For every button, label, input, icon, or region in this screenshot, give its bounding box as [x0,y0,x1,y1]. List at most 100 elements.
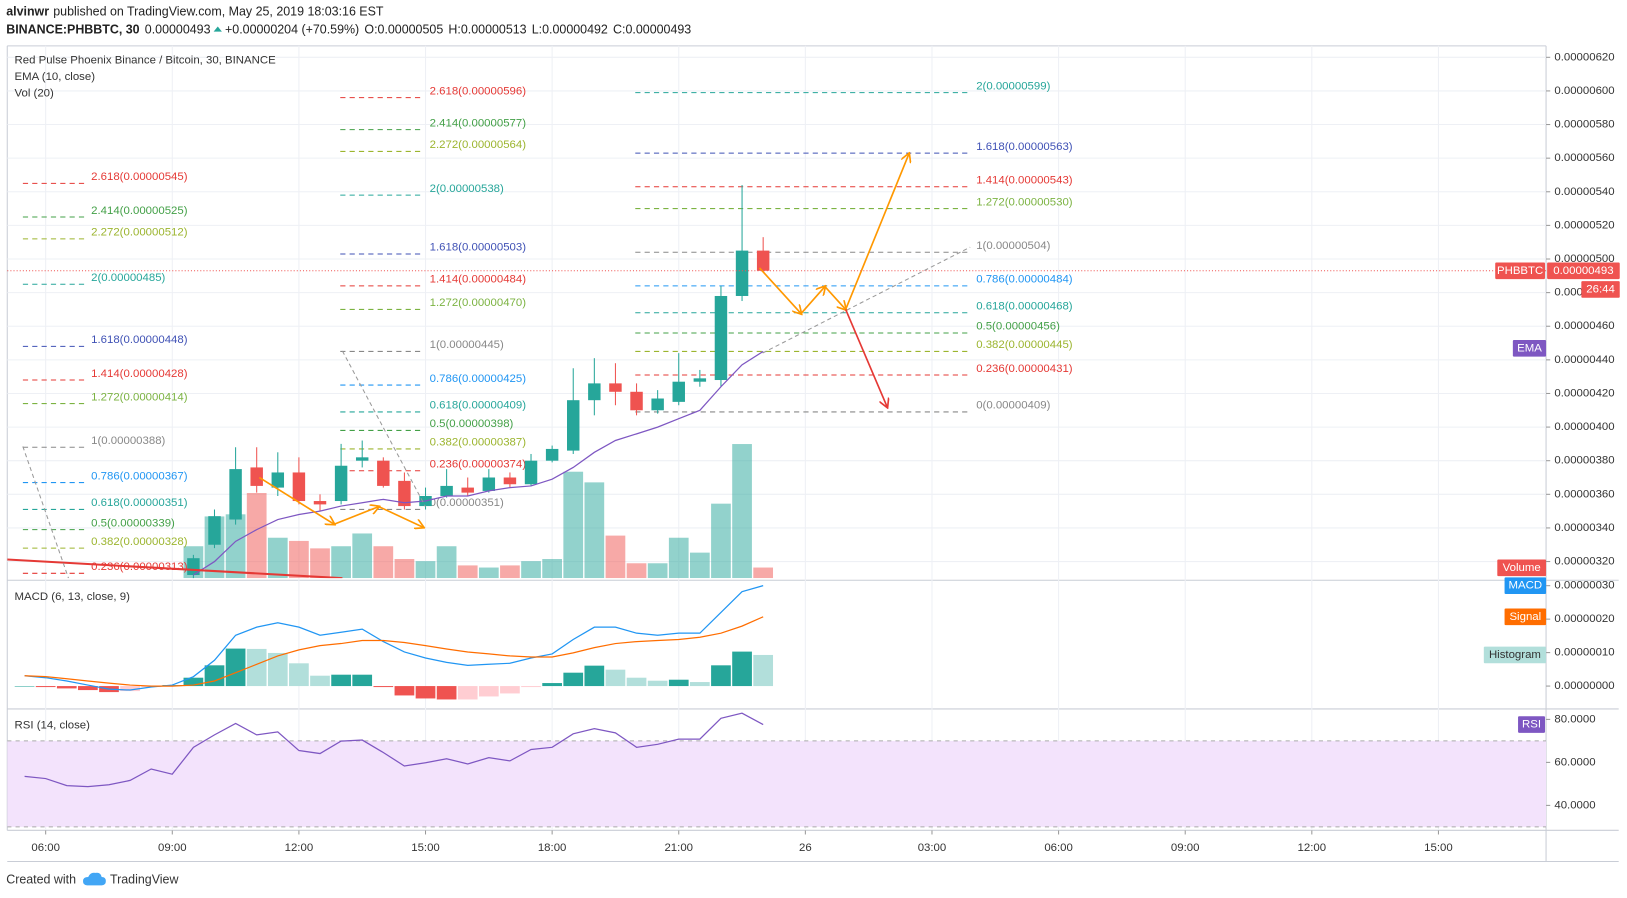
candle-body [545,448,559,461]
header-line-1: alvinwr published on TradingView.com, May… [6,5,384,19]
histogram-bar [120,686,140,692]
fib-label: 2(0.00000485) [91,272,165,284]
fib-label: 0(0.00000351) [430,497,504,509]
header-line-2: BINANCE:PHBBTC, 30 0.00000493 +0.00000204 … [6,23,691,37]
candle-body [461,487,474,493]
volume-bar [246,493,267,579]
footer-brand: TradingView [110,872,179,886]
volume-bar [225,514,246,579]
arrow [844,309,888,407]
candle-body [714,295,728,381]
candle-body [630,391,643,411]
arrow [844,154,909,310]
fib-label: 2(0.00000538) [430,183,504,195]
legend-entry: EMA (10, close) [15,71,96,83]
histogram-bar [415,686,436,699]
indicator-line [24,616,764,687]
fib-label: 2.618(0.00000545) [91,171,188,183]
fib-label: 0.618(0.00000409) [430,400,527,412]
indicator-line [24,585,764,691]
arrow [378,505,424,528]
fib-label: 1.272(0.00000414) [91,391,188,403]
candle-body [334,465,348,502]
histogram-bar [605,669,626,687]
price: 0.00000493 [145,23,211,37]
ema-line [193,350,764,576]
candle-body [756,250,770,271]
y-tick-label: 40.0000 [1554,799,1595,811]
high: H:0.00000513 [448,23,526,37]
arrow [333,507,379,525]
y-tick-label: 0.00000030 [1554,580,1614,592]
fib-label: 1.414(0.00000543) [976,175,1073,187]
price-pane: 2.618(0.00000545) 2.414(0.00000525) 2.272(… [22,80,1073,579]
candle-body [567,400,580,451]
volume-bar [415,561,436,579]
axis-tag [1497,559,1547,577]
candle-body [609,383,622,392]
y-tick-label: 0.00000520 [1554,219,1614,231]
candle-body [292,472,306,502]
footer-created: Created with [6,872,76,886]
histogram-bar [14,686,35,687]
fib-label: 2.618(0.00000596) [430,85,527,97]
histogram-bar [563,672,584,687]
volume-bar [584,482,605,579]
arrow [758,267,802,314]
y-tick-label: 0.00000540 [1554,186,1614,198]
volume-bar [542,559,562,579]
x-tick-label: 26 [799,842,812,854]
x-tick-label: 21:00 [664,842,693,854]
volume-bar [605,535,626,579]
volume-bar [267,537,288,579]
x-tick-label: 15:00 [1424,842,1453,854]
axis-tag-label: EMA [1517,342,1542,354]
volume-bar [478,567,499,579]
fib-anchor-line [341,350,426,507]
histogram-bar [394,686,415,696]
histogram-bar [352,674,373,687]
volume-bar [373,546,394,579]
fib-label: 0.786(0.00000484) [976,274,1073,286]
candle-body [524,460,538,485]
axis-tag-label: Volume [1503,562,1541,574]
pane-title: RSI (14, close) [15,720,91,732]
macd-pane [14,585,774,700]
fib-label: 0.618(0.00000351) [91,497,188,509]
histogram-bar [647,680,668,687]
fib-label: 0.786(0.00000367) [91,470,188,482]
histogram-bar [436,686,457,700]
fib-label: 0.382(0.00000328) [91,536,188,548]
fib-label: 1.272(0.00000530) [976,196,1073,208]
x-tick-label: 18:00 [538,842,567,854]
histogram-bar [183,677,204,687]
arrow [258,476,334,525]
histogram-bar [668,679,689,687]
low: L:0.00000492 [532,23,608,37]
fib-label: 1(0.00000388) [91,435,165,447]
histogram-bar [689,682,710,687]
fib-label: 0.236(0.00000431) [976,363,1073,375]
axis-tag [1483,646,1547,664]
symbol: BINANCE:PHBBTC, 30 [6,23,139,37]
fib-label: 0.5(0.00000456) [976,321,1060,333]
histogram-bar [732,651,752,687]
y-tick-label: 0.00000580 [1554,119,1614,131]
candle-body [482,477,496,491]
candle-body [735,250,749,296]
volume-bar [732,444,752,579]
fib-label: 0.382(0.00000387) [430,437,527,449]
fib-label: 2.414(0.00000577) [430,117,527,129]
fib-label: 1(0.00000504) [976,240,1050,252]
candle-body [377,460,390,486]
histogram-bar [35,686,56,688]
y-tick-label: 0.00000620 [1554,51,1614,63]
y-tick-label: 0.00000320 [1554,556,1614,568]
histogram-bar [225,648,246,687]
axis-tag-label: RSI [1522,719,1541,731]
y-tick-label: 0.00000420 [1554,387,1614,399]
legend-entry: Vol (20) [15,88,55,100]
candle-body [355,457,369,461]
